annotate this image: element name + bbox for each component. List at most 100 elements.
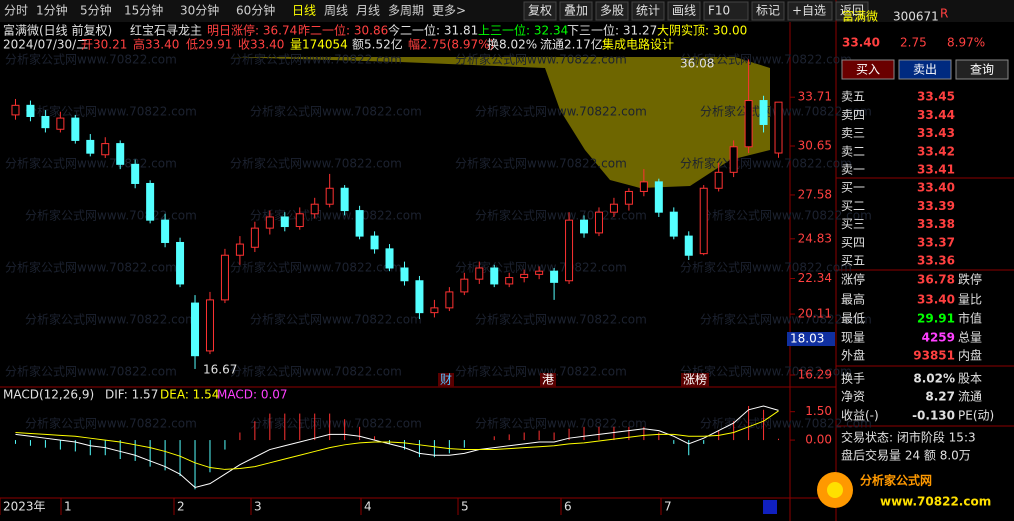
quote-name: 富满微 [842,9,878,24]
action-button[interactable]: 叠加 [564,4,588,18]
candle-body [580,219,589,234]
book-price: 33.38 [917,217,955,231]
candle-body [490,267,499,285]
book-label: 买三 [841,217,865,231]
macd-value: DIF: 1.57 [105,388,158,402]
watermark: 分析家公式网www.70822.com [700,104,872,119]
action-button[interactable]: 统计 [636,4,660,18]
period-tab[interactable]: 1分钟 [36,3,68,18]
bar-info: 低29.91 [186,38,232,52]
scroll-box [763,500,777,514]
period-tab[interactable]: 分时 [4,4,28,18]
period-tab[interactable]: 30分钟 [180,3,219,18]
action-button[interactable]: 画线 [672,4,696,18]
watermark: 分析家公式网www.70822.com [475,312,647,327]
stat-label: 流通 [958,390,982,404]
status-line: 盘后交易量 24 额 8.0万 [841,448,971,463]
candle-body [639,181,648,192]
period-tab[interactable]: 日线 [292,4,316,18]
book-label: 卖四 [841,108,865,122]
button-bg [898,59,952,80]
stat-label: PE(动) [958,409,994,423]
watermark: 分析家公式网www.70822.com [230,260,402,275]
stat-value: -0.130 [912,409,955,423]
book-label: 买五 [841,254,865,268]
candle-body [71,117,80,141]
action-button[interactable]: F10 [708,4,730,18]
candle-body [325,187,334,205]
candle-body [505,277,514,285]
book-label: 买一 [841,181,865,195]
x-tick-label: 3 [254,500,262,514]
candle-body [415,280,424,314]
stat-value: 93851 [913,349,955,363]
candle-body [146,182,155,221]
action-button[interactable]: 多股 [600,4,624,18]
action-button-bg [667,1,701,21]
watermark: 分析家公式网www.70822.com [455,156,627,171]
bar-info: 2024/07/30/二 [3,38,88,52]
bar-info: 集成电路设计 [602,37,674,52]
candle-body [220,254,229,301]
trade-button[interactable]: 查询 [970,63,994,77]
candle-body [460,278,469,293]
action-button-bg [559,1,593,21]
candle-body [430,307,439,314]
action-button[interactable]: +自选 [792,4,826,18]
candle-body [654,181,663,213]
action-button[interactable]: 标记 [756,4,780,18]
candle-body [699,187,708,255]
period-tab[interactable]: 多周期 [388,4,424,18]
candle-body [310,203,319,215]
level-value: 大阴实顶: 30.00 [657,23,747,38]
candle-body [774,101,783,154]
y-tick-label: 27.58 [798,187,832,201]
watermark: 分析家公式网www.70822.com [230,364,402,379]
watermark: 分析家公式网www.70822.com [25,104,197,119]
period-tab[interactable]: 5分钟 [80,3,112,18]
quote-price: 33.40 [842,36,880,50]
period-tab[interactable]: 15分钟 [124,3,163,18]
period-tab[interactable]: 周线 [324,4,348,18]
period-tab[interactable]: 月线 [356,4,380,18]
period-tab[interactable]: 更多> [432,4,466,18]
watermark: 分析家公式网www.70822.com [25,312,197,327]
action-button[interactable]: 返回 [840,4,864,18]
action-button[interactable]: 复权 [528,4,552,18]
cursor-price-box [787,332,835,346]
candle-body [295,213,304,228]
period-tab[interactable]: 60分钟 [236,3,275,18]
book-label: 卖五 [841,90,865,104]
candle-body [445,291,454,309]
trade-button[interactable]: 卖出 [913,63,937,77]
button-bg [955,59,1009,80]
quote-code: 300671 [893,10,939,24]
y-tick-label: 0.00 [805,433,832,447]
candle-body [475,267,484,280]
book-label: 买四 [841,235,865,249]
candle-body [594,211,603,234]
action-button-bg [751,1,785,21]
macd-value: DEA: 1.54 [160,388,219,402]
stat-label: 外盘 [841,348,865,363]
book-price: 33.43 [917,126,955,140]
candle-body [280,216,289,228]
candle-body [400,267,409,282]
trade-button[interactable]: 买入 [856,63,880,77]
bar-info: 换8.02% [487,38,537,52]
candle-body [669,211,678,237]
watermark: 分析家公式网www.70822.com [5,364,177,379]
watermark: 分析家公式网www.70822.com [230,156,402,171]
candle-body [265,216,274,229]
watermark: 分析家公式网www.70822.com [455,52,627,67]
stat-value: 29.91 [917,312,955,326]
watermark: 分析家公式网www.70822.com [230,52,402,67]
action-button-bg [787,1,833,21]
watermark: 分析家公式网www.70822.com [5,156,177,171]
watermark: 分析家公式网www.70822.com [700,416,872,431]
stat-label: 跌停 [958,272,982,287]
bar-info: 收33.40 [238,38,284,52]
quote-change: 2.75 [900,36,927,50]
candle-body [355,210,364,237]
